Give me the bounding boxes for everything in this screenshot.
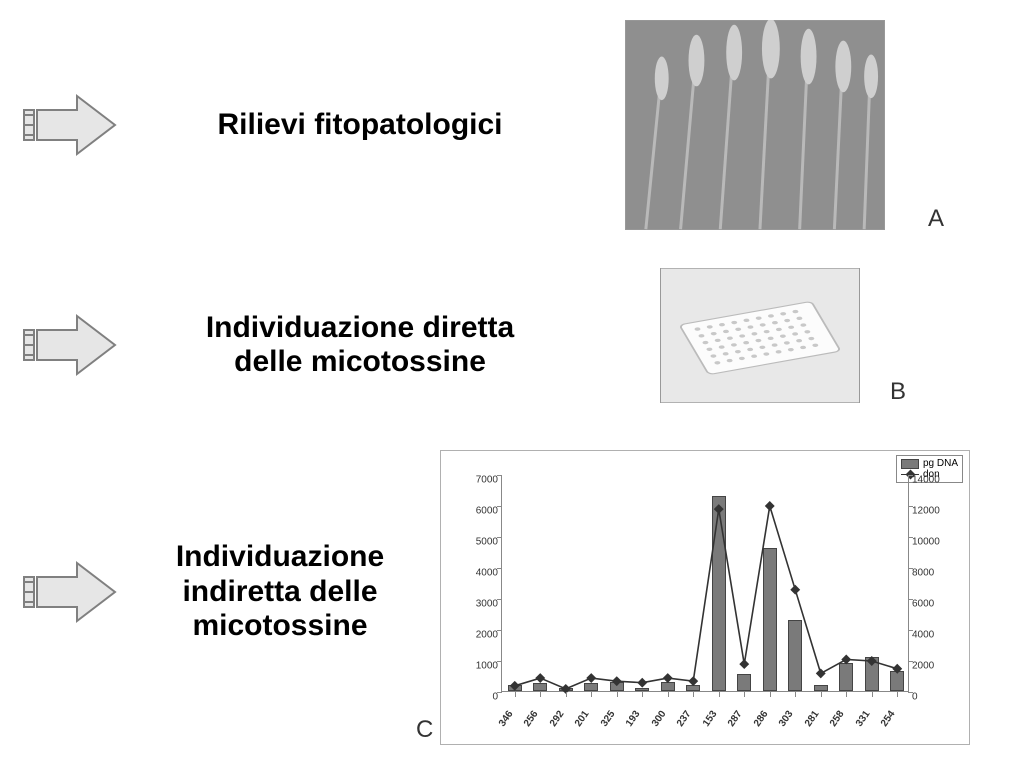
y-tick-left: 0: [458, 692, 498, 703]
y-tick-right: 0: [912, 692, 958, 703]
image-wheat: [625, 20, 885, 230]
x-tick-label: 331: [854, 709, 873, 729]
label-a: Rilievi fitopatologici: [140, 108, 580, 143]
arrow-icon: [23, 557, 118, 627]
y-tick-right: 8000: [912, 568, 958, 579]
x-tick-label: 346: [497, 709, 516, 729]
y-tick-left: 1000: [458, 661, 498, 672]
legend-series-1-label: pg DNA: [923, 458, 958, 469]
y-tick-right: 12000: [912, 506, 958, 517]
y-tick-right: 2000: [912, 661, 958, 672]
x-tick-label: 303: [777, 709, 796, 729]
x-tick-label: 193: [624, 709, 643, 729]
letter-a: A: [928, 205, 944, 233]
label-b: Individuazione diretta delle micotossine: [140, 311, 580, 380]
y-tick-left: 2000: [458, 630, 498, 641]
chart-dna-don: pg DNA don 01000200030004000500060007000…: [440, 450, 970, 745]
y-tick-right: 14000: [912, 475, 958, 486]
x-tick-label: 300: [650, 709, 669, 729]
y-tick-left: 3000: [458, 599, 498, 610]
arrow-icon: [23, 90, 118, 160]
x-tick-label: 256: [522, 709, 541, 729]
y-tick-left: 5000: [458, 537, 498, 548]
x-tick-label: 153: [701, 709, 720, 729]
x-tick-label: 201: [573, 709, 592, 729]
row-b: Individuazione diretta delle micotossine: [0, 310, 1024, 380]
y-tick-right: 10000: [912, 537, 958, 548]
arrow-c: [0, 557, 140, 627]
y-tick-left: 6000: [458, 506, 498, 517]
arrow-a: [0, 90, 140, 160]
x-tick-label: 325: [599, 709, 618, 729]
line-series: [502, 475, 910, 692]
chart-plot-area: 0100020003000400050006000700002000400060…: [501, 475, 909, 692]
image-plate: [660, 268, 860, 403]
x-tick-label: 281: [803, 709, 822, 729]
letter-c: C: [416, 716, 433, 744]
legend-series-1: pg DNA: [901, 458, 958, 469]
arrow-icon: [23, 310, 118, 380]
letter-b: B: [890, 378, 906, 406]
y-tick-left: 7000: [458, 475, 498, 486]
y-tick-left: 4000: [458, 568, 498, 579]
x-tick-label: 292: [548, 709, 567, 729]
x-tick-label: 237: [675, 709, 694, 729]
arrow-b: [0, 310, 140, 380]
x-tick-label: 286: [752, 709, 771, 729]
y-tick-right: 4000: [912, 630, 958, 641]
x-tick-label: 254: [879, 709, 898, 729]
x-tick-label: 287: [726, 709, 745, 729]
y-tick-right: 6000: [912, 599, 958, 610]
x-tick-label: 258: [828, 709, 847, 729]
label-c: Individuazione indiretta delle micotossi…: [140, 540, 420, 644]
